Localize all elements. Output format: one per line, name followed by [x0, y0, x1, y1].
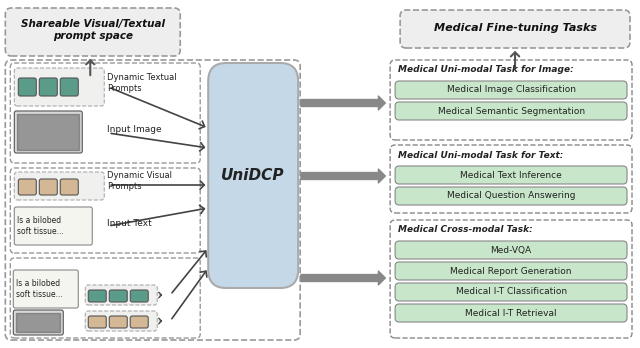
Text: Medical Fine-tuning Tasks: Medical Fine-tuning Tasks — [433, 23, 596, 33]
Text: Medical Uni-modal Task for Text:: Medical Uni-modal Task for Text: — [398, 150, 563, 159]
FancyBboxPatch shape — [395, 102, 627, 120]
Text: Is a bilobed
soft tissue...: Is a bilobed soft tissue... — [17, 216, 64, 236]
Text: Medical Cross-modal Task:: Medical Cross-modal Task: — [398, 226, 533, 235]
Text: Medical Semantic Segmentation: Medical Semantic Segmentation — [438, 106, 584, 116]
Text: UniDCP: UniDCP — [221, 168, 285, 183]
FancyBboxPatch shape — [14, 111, 83, 153]
FancyBboxPatch shape — [19, 78, 36, 96]
Text: Medical Text Inference: Medical Text Inference — [460, 171, 562, 180]
Text: Input Text: Input Text — [108, 219, 152, 228]
FancyBboxPatch shape — [39, 78, 58, 96]
FancyBboxPatch shape — [395, 166, 627, 184]
Bar — [17, 114, 79, 150]
FancyBboxPatch shape — [395, 283, 627, 301]
FancyBboxPatch shape — [395, 187, 627, 205]
FancyBboxPatch shape — [109, 316, 127, 328]
Text: Med-VQA: Med-VQA — [490, 245, 532, 254]
FancyBboxPatch shape — [395, 81, 627, 99]
FancyBboxPatch shape — [14, 68, 104, 106]
Text: Dynamic Textual
Prompts: Dynamic Textual Prompts — [108, 73, 177, 93]
Text: Is a bilobed
soft tissue...: Is a bilobed soft tissue... — [16, 279, 63, 299]
FancyBboxPatch shape — [85, 311, 157, 331]
Text: Input Image: Input Image — [108, 126, 162, 134]
FancyBboxPatch shape — [208, 63, 298, 288]
Text: Medical I-T Classification: Medical I-T Classification — [456, 287, 566, 296]
Text: Medical Report Generation: Medical Report Generation — [451, 267, 572, 276]
Text: Medical I-T Retrieval: Medical I-T Retrieval — [465, 308, 557, 317]
FancyBboxPatch shape — [131, 316, 148, 328]
Text: Medical Question Answering: Medical Question Answering — [447, 191, 575, 200]
Text: Medical Uni-modal Task for Image:: Medical Uni-modal Task for Image: — [398, 65, 574, 74]
FancyBboxPatch shape — [88, 316, 106, 328]
Text: Medical Image Classification: Medical Image Classification — [447, 86, 575, 95]
FancyBboxPatch shape — [88, 290, 106, 302]
FancyBboxPatch shape — [85, 285, 157, 305]
Bar — [16, 313, 60, 332]
FancyBboxPatch shape — [131, 290, 148, 302]
FancyBboxPatch shape — [60, 78, 78, 96]
Text: Shareable Visual/Textual
prompt space: Shareable Visual/Textual prompt space — [20, 19, 164, 41]
Text: Dynamic Visual
Prompts: Dynamic Visual Prompts — [108, 171, 172, 191]
FancyBboxPatch shape — [109, 290, 127, 302]
FancyBboxPatch shape — [39, 179, 58, 195]
FancyBboxPatch shape — [395, 304, 627, 322]
FancyBboxPatch shape — [13, 310, 63, 335]
FancyBboxPatch shape — [395, 241, 627, 259]
FancyBboxPatch shape — [14, 207, 92, 245]
FancyBboxPatch shape — [5, 8, 180, 56]
FancyBboxPatch shape — [60, 179, 78, 195]
FancyBboxPatch shape — [400, 10, 630, 48]
FancyBboxPatch shape — [14, 172, 104, 200]
FancyBboxPatch shape — [13, 270, 78, 308]
FancyBboxPatch shape — [395, 262, 627, 280]
FancyBboxPatch shape — [19, 179, 36, 195]
